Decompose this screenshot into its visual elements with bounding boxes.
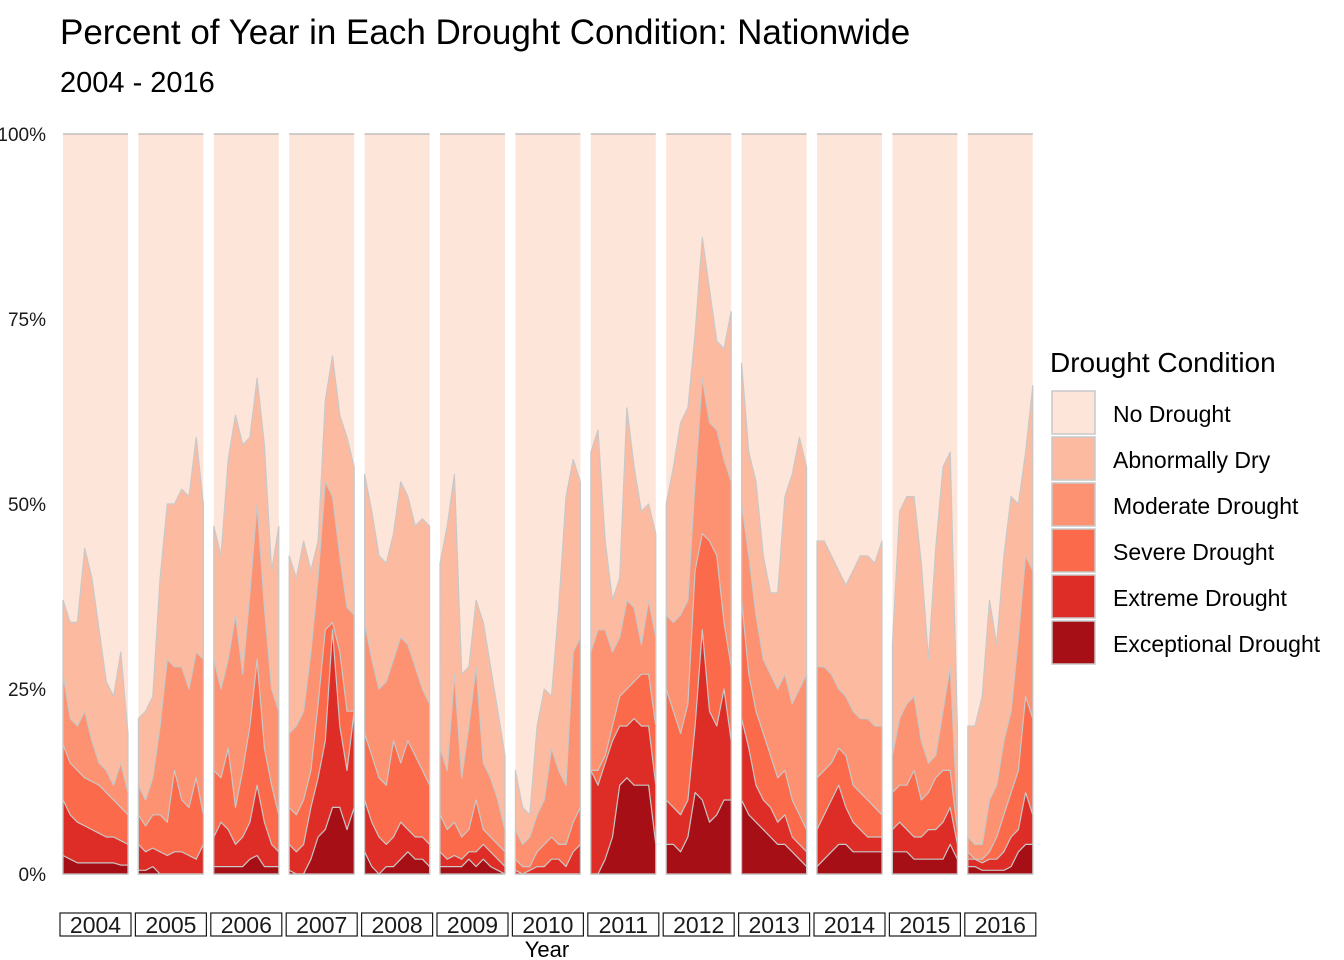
area-exceptional-drought — [741, 799, 808, 875]
area-exceptional-drought — [364, 851, 431, 875]
strip-box — [210, 912, 283, 937]
strip-label-2005: 2005 — [145, 912, 196, 938]
y-tick-label: 50% — [8, 495, 46, 516]
legend-swatch — [1051, 528, 1096, 573]
strip-label-2012: 2012 — [673, 912, 724, 938]
area-exceptional-drought — [62, 854, 129, 875]
area-extreme-drought — [137, 843, 204, 875]
area-extreme-drought — [364, 799, 431, 875]
area-extreme-drought — [62, 799, 129, 875]
area-exceptional-drought — [137, 866, 204, 875]
strip-label-2006: 2006 — [221, 912, 272, 938]
x-axis-label: Year — [525, 937, 569, 960]
legend-label: Exceptional Drought — [1113, 631, 1321, 657]
strip-label-2015: 2015 — [899, 912, 950, 938]
strip-label-2007: 2007 — [296, 912, 347, 938]
panel-2007 — [288, 133, 355, 875]
area-abnormally-dry — [514, 459, 581, 875]
y-tick-label: 75% — [8, 310, 46, 331]
panel-2010 — [514, 133, 581, 875]
strip-box — [964, 912, 1037, 937]
y-axis: 0% 25% 50% 75% 100% — [0, 125, 46, 886]
legend-title: Drought Condition — [1050, 347, 1276, 378]
area-extreme-drought — [665, 629, 732, 875]
strip-label-2004: 2004 — [70, 912, 121, 938]
y-tick-label: 100% — [0, 125, 46, 146]
legend-label: Abnormally Dry — [1113, 447, 1271, 473]
strip-box — [737, 912, 811, 937]
strip-box — [361, 912, 434, 937]
panel-2005 — [137, 133, 204, 875]
area-severe-drought — [137, 769, 204, 875]
strip-label-2016: 2016 — [975, 912, 1026, 938]
panel-2015 — [891, 133, 958, 875]
facet-strips: 2004 2005 2006 2007 2008 2009 2010 2011 2012 2013… — [59, 912, 1037, 938]
panel-2004 — [62, 133, 129, 875]
area-exceptional-drought — [213, 854, 280, 875]
panel-2008 — [364, 133, 431, 875]
legend-swatch — [1051, 482, 1096, 527]
area-moderate-drought — [514, 636, 581, 875]
strip-box — [888, 912, 962, 937]
strip-box — [436, 912, 509, 937]
strip-box — [662, 912, 735, 937]
strip-label-2013: 2013 — [749, 912, 800, 938]
y-tick-label: 0% — [19, 865, 47, 886]
facet-panels — [62, 133, 1034, 875]
panel-2009 — [439, 133, 506, 875]
panel-2011 — [590, 133, 657, 875]
area-exceptional-drought — [967, 843, 1034, 875]
chart-subtitle: 2004 - 2016 — [60, 67, 215, 99]
strip-box — [511, 912, 585, 937]
legend-label: No Drought — [1113, 401, 1231, 427]
y-tick-label: 25% — [8, 680, 46, 701]
strip-box — [285, 912, 358, 937]
panel-2014 — [816, 133, 883, 875]
strip-box — [813, 912, 886, 937]
legend-label: Moderate Drought — [1113, 493, 1299, 519]
strip-label-2009: 2009 — [447, 912, 498, 938]
strip-box — [587, 912, 660, 937]
strip-label-2011: 2011 — [599, 912, 648, 938]
legend: Drought Condition No Drought Abnormally D… — [1050, 347, 1321, 665]
panel-2013 — [741, 133, 808, 875]
area-exceptional-drought — [891, 843, 958, 875]
strip-label-2008: 2008 — [372, 912, 423, 938]
area-exceptional-drought — [590, 777, 657, 875]
strip-label-2010: 2010 — [522, 912, 573, 938]
panel-2006 — [213, 133, 280, 875]
area-extreme-drought — [967, 792, 1034, 875]
area-exceptional-drought — [665, 792, 732, 875]
area-extreme-drought — [213, 784, 280, 875]
legend-swatch — [1051, 574, 1096, 619]
panel-2016 — [967, 133, 1034, 875]
legend-swatch — [1051, 436, 1096, 481]
area-exceptional-drought — [288, 806, 355, 875]
strip-box — [59, 912, 132, 937]
area-exceptional-drought — [439, 858, 506, 875]
chart-title: Percent of Year in Each Drought Conditio… — [60, 13, 910, 52]
area-exceptional-drought — [816, 843, 883, 875]
panel-2012 — [665, 133, 732, 875]
area-moderate-drought — [439, 666, 506, 875]
legend-label: Severe Drought — [1113, 539, 1275, 565]
strip-label-2014: 2014 — [824, 912, 875, 938]
legend-swatch — [1051, 390, 1096, 435]
legend-label: Extreme Drought — [1113, 585, 1287, 611]
area-severe-drought — [514, 806, 581, 875]
legend-swatch — [1051, 620, 1096, 665]
strip-box — [134, 912, 207, 937]
